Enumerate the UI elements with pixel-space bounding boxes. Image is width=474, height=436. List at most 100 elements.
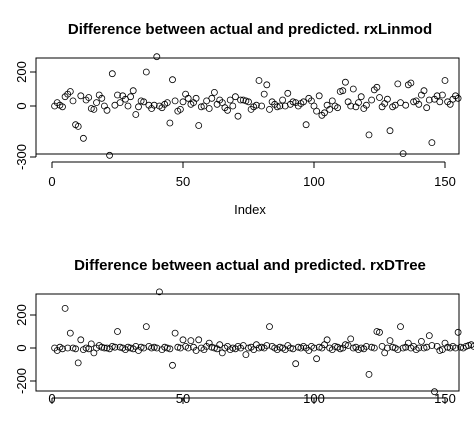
data-point bbox=[355, 99, 362, 106]
chart-title: Difference between actual and predicted.… bbox=[74, 257, 426, 274]
data-point bbox=[323, 336, 331, 344]
data-point bbox=[347, 335, 355, 343]
data-point bbox=[116, 99, 124, 106]
data-point bbox=[195, 336, 203, 344]
data-point bbox=[101, 102, 108, 110]
data-point bbox=[397, 323, 404, 331]
data-point bbox=[179, 336, 187, 344]
data-point bbox=[365, 131, 373, 139]
data-point bbox=[357, 93, 365, 101]
data-point bbox=[87, 340, 95, 348]
data-point bbox=[292, 360, 300, 368]
data-point bbox=[386, 337, 394, 345]
data-point bbox=[127, 93, 135, 101]
data-point bbox=[341, 78, 349, 86]
data-point bbox=[140, 98, 148, 106]
data-point bbox=[383, 95, 391, 103]
data-point bbox=[98, 94, 106, 102]
data-point bbox=[108, 342, 116, 350]
data-point bbox=[153, 344, 161, 352]
data-point bbox=[242, 351, 250, 359]
data-point bbox=[266, 323, 273, 331]
data-point bbox=[101, 344, 108, 352]
data-point bbox=[111, 343, 119, 351]
data-point bbox=[166, 345, 174, 353]
y-tick-label: 200 bbox=[14, 61, 29, 83]
data-point bbox=[368, 343, 376, 351]
data-point bbox=[148, 344, 156, 352]
x-axis-label: Index bbox=[234, 202, 266, 217]
data-point bbox=[436, 98, 444, 106]
data-point bbox=[347, 102, 355, 110]
data-point bbox=[273, 103, 281, 111]
data-point bbox=[373, 328, 381, 335]
data-point bbox=[286, 344, 294, 352]
y-tick-label: 0 bbox=[14, 102, 29, 109]
data-point bbox=[176, 344, 184, 352]
data-point bbox=[137, 343, 145, 351]
data-point bbox=[124, 102, 132, 110]
data-point bbox=[59, 103, 66, 111]
chart-title: Difference between actual and predicted.… bbox=[68, 21, 432, 38]
data-point bbox=[82, 344, 90, 352]
data-point bbox=[370, 344, 378, 352]
data-point bbox=[72, 345, 79, 353]
data-point bbox=[376, 94, 383, 101]
data-point bbox=[169, 361, 176, 369]
data-point bbox=[153, 53, 161, 61]
data-point bbox=[166, 119, 174, 127]
data-point bbox=[321, 109, 328, 117]
data-point bbox=[336, 88, 344, 95]
data-point bbox=[431, 388, 438, 396]
data-point bbox=[357, 344, 365, 352]
data-point bbox=[284, 89, 292, 97]
data-point bbox=[334, 104, 342, 112]
data-point bbox=[289, 98, 297, 106]
data-point bbox=[59, 345, 66, 353]
data-point bbox=[129, 87, 137, 95]
data-point bbox=[433, 92, 441, 100]
data-point bbox=[61, 304, 69, 312]
data-point bbox=[425, 332, 433, 340]
data-point bbox=[263, 81, 271, 89]
data-point bbox=[142, 68, 150, 76]
data-point bbox=[255, 77, 263, 84]
data-point bbox=[124, 343, 132, 351]
data-point bbox=[407, 79, 415, 87]
data-point bbox=[425, 96, 433, 104]
data-point bbox=[417, 337, 425, 345]
data-point bbox=[208, 94, 216, 102]
chart-panel-rxdtree: Difference between actual and predicted.… bbox=[14, 257, 474, 406]
data-point bbox=[438, 91, 446, 99]
data-point bbox=[444, 343, 452, 351]
data-points bbox=[51, 53, 462, 159]
data-point bbox=[103, 106, 111, 114]
data-point bbox=[77, 336, 85, 344]
data-point bbox=[150, 101, 158, 109]
data-point bbox=[373, 83, 381, 91]
data-point bbox=[135, 103, 142, 111]
data-point bbox=[415, 344, 423, 352]
y-axis: -200 0 200 bbox=[14, 304, 37, 394]
data-point bbox=[155, 288, 163, 296]
data-point bbox=[454, 328, 462, 336]
data-point bbox=[197, 103, 205, 111]
data-point bbox=[174, 343, 182, 351]
x-tick-label: 150 bbox=[434, 174, 456, 189]
data-points bbox=[51, 288, 474, 396]
data-point bbox=[386, 127, 394, 135]
chart-panel-rxlinmod: Difference between actual and predicted.… bbox=[14, 21, 462, 217]
data-point bbox=[315, 92, 323, 100]
data-point bbox=[231, 93, 239, 101]
data-point bbox=[368, 96, 376, 104]
data-point bbox=[423, 104, 431, 112]
data-point bbox=[263, 342, 271, 349]
data-point bbox=[399, 150, 407, 158]
data-point bbox=[132, 111, 140, 118]
data-point bbox=[74, 123, 82, 130]
data-point bbox=[111, 101, 119, 109]
data-point bbox=[77, 92, 85, 100]
data-point bbox=[457, 343, 465, 351]
data-point bbox=[376, 328, 383, 336]
data-point bbox=[74, 359, 82, 367]
